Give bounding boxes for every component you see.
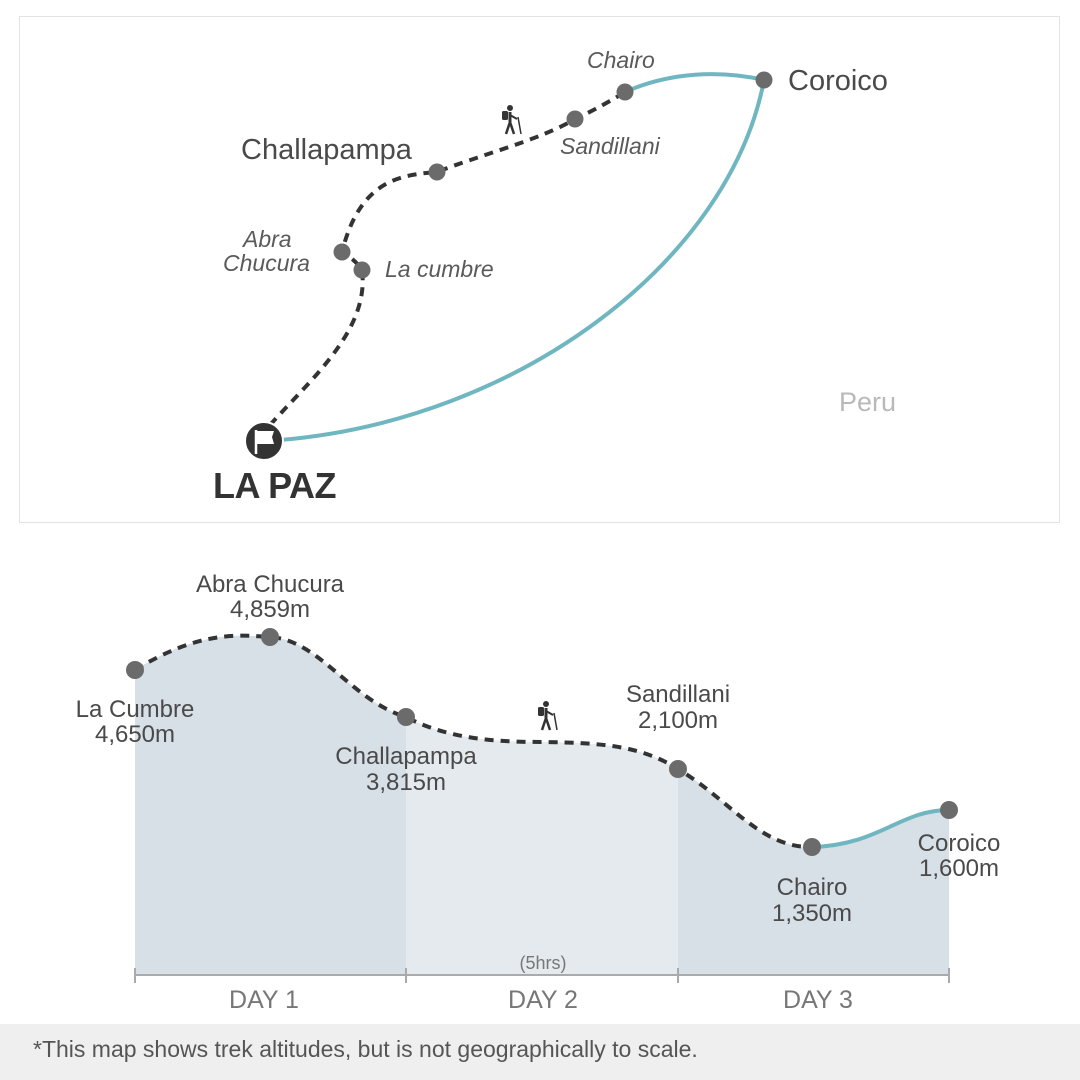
elevation-marker-challapampa [397,708,415,726]
road-line [279,72,767,442]
elevation-label-coroico: Coroico [918,830,1001,857]
map-label-challapampa: Challapampa [241,134,413,166]
footnote-text: *This map shows trek altitudes, but is n… [33,1036,698,1062]
elevation-road-line [811,808,950,849]
map-label-sandillani: Sandillani [560,133,661,159]
elevation-marker-la-cumbre [126,661,144,679]
route-map-panel [19,16,1060,523]
day-1-area [135,635,406,975]
elevation-label-sandillani: Sandillani [626,681,730,708]
elevation-marker-chairo [803,838,821,856]
map-label-country: Peru [839,387,896,417]
hiker-icon [538,701,558,731]
day-3-label: DAY 3 [783,986,853,1014]
map-marker-abra-chucura [333,243,351,261]
map-label-chairo: Chairo [587,47,655,73]
trek-path [268,90,627,427]
map-marker-chairo [616,83,634,101]
elevation-profile: La Cumbre 4,650m Abra Chucura 4,859m Cha… [76,571,1001,1014]
map-label-chucura: Chucura [223,250,310,276]
map-label-la-cumbre: La cumbre [385,256,494,282]
day-2-area [406,717,678,975]
elevation-altitude-coroico: 1,600m [919,855,999,882]
map-marker-challapampa [428,163,446,181]
map-label-start: LA PAZ [213,465,336,506]
map-label-coroico: Coroico [788,65,888,97]
day-1-label: DAY 1 [229,986,299,1014]
day-2-duration: (5hrs) [519,953,566,973]
elevation-altitude-chairo: 1,350m [772,900,852,927]
map-marker-sandillani [566,110,584,128]
day-2-label: DAY 2 [508,986,578,1014]
elevation-label-abra-chucura: Abra Chucura [196,571,345,598]
elevation-altitude-challapampa: 3,815m [366,769,446,796]
map-label-abra: Abra [241,226,292,252]
elevation-marker-coroico [940,801,958,819]
route-map: Chairo Coroico Sandillani Challapampa Ab… [213,47,896,506]
map-marker-coroico [755,71,773,89]
elevation-label-challapampa: Challapampa [335,743,477,770]
flag-icon [244,421,284,461]
elevation-altitude-abra-chucura: 4,859m [230,596,310,623]
day-3-area [678,769,949,975]
elevation-marker-abra-chucura [261,628,279,646]
elevation-label-chairo: Chairo [777,874,848,901]
elevation-trek-line [133,633,813,850]
footnote-bar: *This map shows trek altitudes, but is n… [0,1024,1080,1080]
elevation-marker-sandillani [669,760,687,778]
elevation-label-la-cumbre: La Cumbre [76,696,195,723]
elevation-altitude-sandillani: 2,100m [638,707,718,734]
hiker-icon [502,105,522,135]
map-marker-la-cumbre [353,261,371,279]
elevation-altitude-la-cumbre: 4,650m [95,721,175,748]
